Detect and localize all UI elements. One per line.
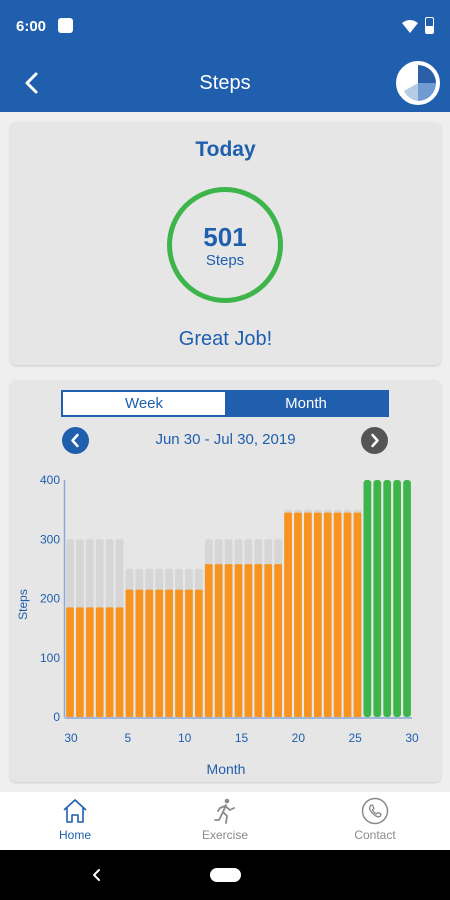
steps-bar [333,512,342,717]
today-message: Great Job! [178,328,273,350]
steps-bar [135,589,144,717]
steps-ring: 501 Steps [167,187,283,303]
steps-bar [353,512,362,717]
nav-exercise[interactable]: Exercise [150,792,300,850]
y-tick-label: 400 [40,473,60,487]
x-tick-label: 30 [405,731,419,745]
tab-month[interactable]: Month [225,392,387,415]
x-tick-label: 30 [64,731,78,745]
system-nav-bar [0,850,450,900]
notification-icon [58,18,73,33]
goal-met-bar [383,480,392,717]
x-tick-label: 10 [178,731,192,745]
date-range: Jun 30 - Jul 30, 2019 [155,431,296,448]
chevron-left-icon [71,433,79,448]
goal-met-bar [393,480,401,717]
chevron-right-icon [371,433,379,448]
steps-bar [125,589,134,717]
today-title: Today [195,138,256,161]
status-time: 6:00 [16,18,47,35]
steps-bar [254,564,263,717]
steps-bar [165,589,173,717]
nav-contact[interactable]: Contact [300,792,450,850]
steps-bar [234,564,243,717]
status-bar: 6:00 [0,0,450,52]
steps-bar [76,607,84,717]
battery-icon [425,17,434,34]
steps-bar [244,564,253,717]
steps-bar [204,564,213,717]
steps-value: 501 [203,222,247,252]
chart-card: Week Month Jun 30 - Jul 30, 2019 0 100 200… [10,380,441,782]
phone-icon [361,797,389,825]
avatar[interactable] [396,61,440,105]
steps-bar [105,607,114,717]
bottom-nav: Home Exercise Contact [0,792,450,850]
wifi-icon [402,20,418,33]
previous-period-button[interactable] [62,427,89,454]
steps-bar [294,512,302,717]
steps-bar [343,512,352,717]
y-axis-label: Steps [16,589,30,620]
steps-bar [313,512,322,717]
next-period-button[interactable] [361,427,388,454]
x-axis-label: Month [207,761,246,777]
steps-bar [284,512,292,717]
steps-bar [304,512,312,717]
tab-week[interactable]: Week [63,392,225,415]
x-tick-label: 15 [235,731,249,745]
goal-met-bar [403,480,411,717]
x-tick-label: 20 [292,731,306,745]
steps-bar [194,589,203,717]
arrow-left-icon [25,72,38,94]
period-toggle: Week Month [61,390,389,417]
profile-logo-icon [398,63,438,103]
page-title: Steps [199,72,251,94]
steps-bar [224,564,233,717]
app-bar: Steps [0,52,450,112]
goal-met-bar [363,480,372,717]
goal-met-bar [373,480,382,717]
today-card: Today 501 Steps Great Job! [10,122,441,365]
y-tick-label: 100 [40,651,60,665]
system-home-button[interactable] [210,868,241,882]
nav-exercise-label: Exercise [201,828,248,842]
x-tick-label: 5 [124,731,131,745]
steps-bar [85,607,94,717]
steps-bar [185,589,193,717]
steps-bar [214,564,223,717]
steps-bar [145,589,154,717]
steps-bar [274,564,283,717]
steps-bar [66,607,74,717]
steps-bar [115,607,124,717]
steps-bar [264,564,273,717]
x-tick-label: 25 [348,731,362,745]
steps-bar [175,589,183,717]
y-tick-label: 300 [40,532,60,546]
y-tick-label: 200 [40,592,60,606]
y-tick-label: 0 [53,710,60,724]
steps-bar [95,607,104,717]
nav-contact-label: Contact [354,828,396,842]
system-back-icon[interactable] [90,868,104,882]
steps-bar [155,589,164,717]
back-button[interactable] [18,68,48,98]
runner-icon [214,798,235,824]
home-icon [63,799,87,823]
steps-bar [323,512,332,717]
steps-label: Steps [205,252,245,269]
nav-home-label: Home [58,828,91,842]
nav-home[interactable]: Home [0,792,150,850]
steps-chart: 0 100 200 300 400 30 5 10 15 20 25 30 Steps Month [16,473,419,777]
